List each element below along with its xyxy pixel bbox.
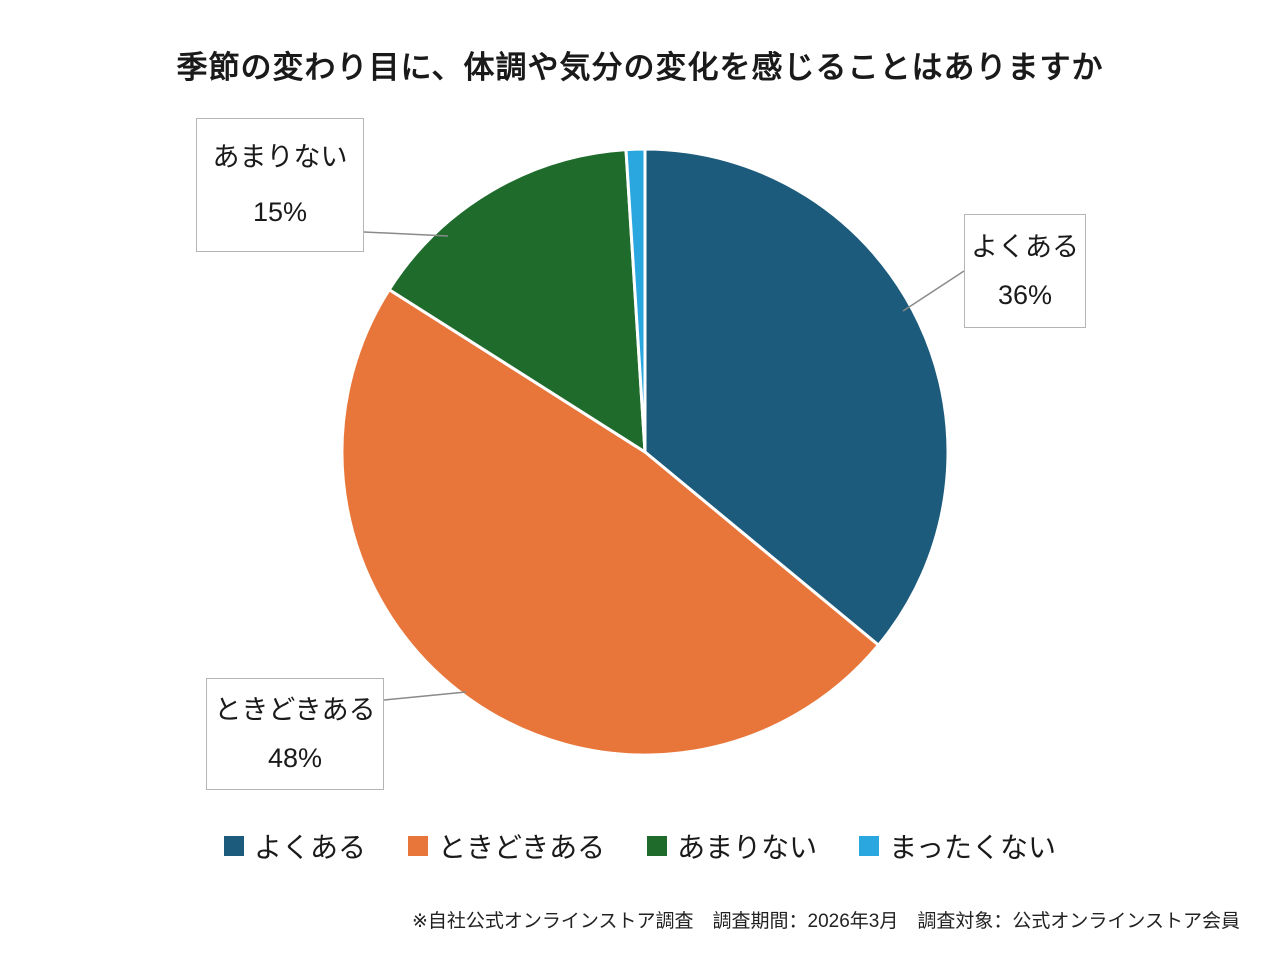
callout-tokidoki: ときどきある 48%: [206, 678, 384, 790]
legend-item-tokidoki: ときどきある: [407, 826, 606, 866]
callout-line-1: [902, 270, 965, 312]
callout-value: 48%: [267, 742, 323, 773]
pie-slice-1: [340, 288, 880, 757]
legend-swatch-icon: [407, 836, 428, 856]
legend-label: ときどきある: [437, 832, 606, 863]
callout-line-0: [363, 231, 449, 237]
pie-slice-2: [387, 148, 647, 454]
legend-swatch-icon: [647, 836, 668, 856]
callout-label: ときどきある: [214, 695, 376, 726]
legend-label: よくある: [253, 832, 366, 863]
legend-item-yokuaru: よくある: [223, 826, 366, 866]
legend-label: まったくない: [889, 832, 1057, 863]
callout-amarinai: あまりない 15%: [196, 118, 364, 252]
pie-slice-3: [624, 147, 647, 454]
chart-title: 季節の変わり目に、体調や気分の変化を感じることはありますか: [176, 50, 1104, 85]
pie-slice-0: [643, 147, 950, 647]
legend-swatch-icon: [223, 836, 244, 856]
callout-value: 36%: [997, 279, 1053, 310]
legend-item-amarinai: あまりない: [647, 826, 817, 866]
callout-value: 15%: [252, 197, 308, 228]
callout-label: よくある: [971, 231, 1079, 262]
legend-swatch-icon: [859, 836, 880, 856]
callout-label: あまりない: [212, 142, 348, 173]
legend-item-mattakunai: まったくない: [859, 826, 1056, 866]
callout-line-2: [383, 691, 467, 701]
legend-label: あまりない: [677, 832, 818, 863]
survey-footnote: ※自社公式オンラインストア調査 調査期間：2026年3月 調査対象：公式オンライ…: [412, 911, 1240, 932]
legend: よくある ときどきある あまりない まったくない: [0, 826, 1280, 866]
callout-yokuaru: よくある 36%: [964, 214, 1086, 328]
